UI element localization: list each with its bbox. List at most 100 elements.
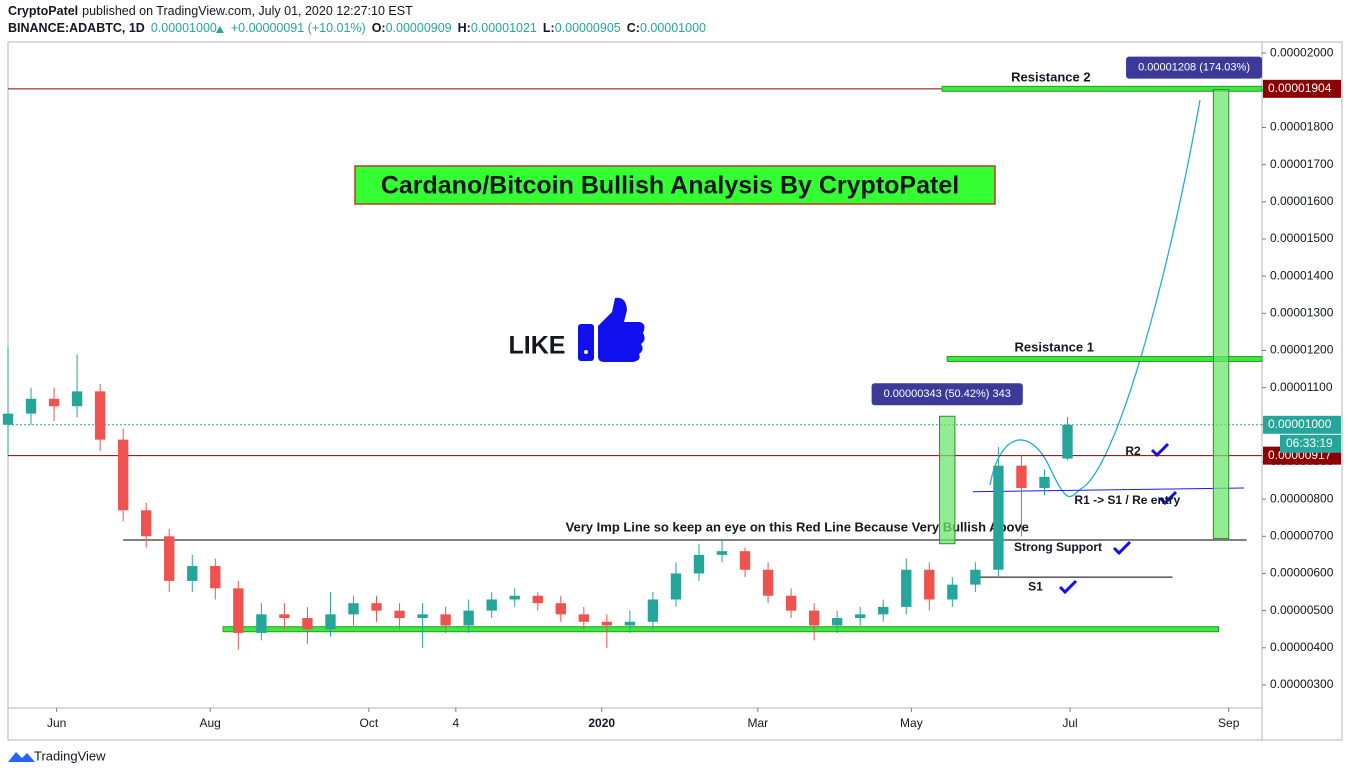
candle-body (993, 465, 1004, 570)
published: published on TradingView.com, July 01, 2… (82, 4, 413, 18)
candle-body (509, 595, 520, 600)
like-text: LIKE (509, 332, 566, 360)
candle-body (302, 618, 313, 630)
price-badge (1263, 415, 1341, 434)
measure-label: 0.00001208 (174.03%) (1138, 61, 1250, 73)
price-axis (1261, 41, 1343, 741)
y-tick-label: 0.00000500 (1270, 603, 1334, 617)
ohlc-key: O: (372, 21, 386, 35)
measure-range (1212, 89, 1230, 540)
candle-body (970, 569, 981, 585)
candle-body (947, 584, 958, 600)
x-tick-label: Mar (748, 716, 769, 730)
candle-body (624, 621, 636, 626)
candle-body (1016, 465, 1027, 488)
footer-logo (8, 752, 35, 762)
zone-label: Resistance 2 (1011, 69, 1091, 84)
candle-body (2, 413, 14, 425)
candle-body (878, 606, 889, 615)
x-tick-label: May (900, 716, 923, 730)
candle-body (555, 603, 566, 615)
candle-body (1062, 424, 1073, 459)
zone-bar (946, 356, 1263, 363)
measure-range (939, 415, 956, 545)
trend-label: Very Imp Line so keep an eye on this Red… (566, 519, 1029, 534)
candle-body (371, 603, 382, 611)
candle-body (348, 603, 359, 615)
x-tick-label: Oct (360, 716, 379, 730)
candle-body (463, 610, 474, 626)
candle-body (1039, 476, 1050, 488)
footer-brand: TradingView (34, 748, 106, 763)
candle-body (394, 610, 405, 619)
candle-body (210, 566, 221, 589)
candle-body (279, 614, 290, 619)
measure-label-box (871, 383, 1023, 406)
ohlc-value: 0.00000905 (555, 21, 621, 35)
candle-body (325, 614, 336, 630)
y-tick-label: 0.00001800 (1270, 120, 1334, 134)
y-tick-label: 0.00000800 (1270, 491, 1334, 505)
x-tick-label: Jul (1062, 716, 1077, 730)
plot-frame (7, 41, 1263, 709)
candle-body (164, 536, 175, 581)
change: +0.00000091 (+10.01%) (231, 21, 366, 35)
y-tick-label: 0.00002000 (1270, 45, 1334, 59)
header-line: CryptoPatel published on TradingView.com,… (8, 4, 413, 18)
y-tick-label: 0.00001100 (1270, 380, 1333, 394)
candle-body (739, 551, 751, 570)
zone-bar (222, 626, 1219, 633)
measure-label: 0.00000343 (50.42%) 343 (884, 388, 1011, 400)
candle-body (762, 569, 774, 596)
ohlc-value: 0.00000909 (386, 21, 452, 35)
symbol: BINANCE:ADABTC, 1D (8, 21, 145, 35)
candle-body (94, 391, 106, 440)
y-tick-label: 0.00000700 (1270, 528, 1334, 542)
title-box (354, 165, 996, 205)
y-tick-label: 0.00001700 (1270, 157, 1334, 171)
trend-label: S1 (1028, 579, 1043, 593)
countdown-badge (1280, 434, 1341, 453)
x-tick-label: Aug (199, 716, 220, 730)
candle-body (855, 614, 866, 619)
candle-body (256, 614, 267, 633)
candle-body (71, 391, 83, 407)
candle-body (578, 614, 589, 622)
projection-curve (989, 99, 1201, 498)
header-line: BINANCE:ADABTC, 1D 0.00001000 +0.00000091 … (8, 21, 706, 35)
change-arrow (215, 26, 224, 33)
candle-body (924, 569, 935, 600)
candle-body (48, 398, 60, 407)
y-tick-label: 0.00000600 (1270, 566, 1334, 580)
y-tick-label: 0.00001500 (1270, 231, 1334, 245)
y-tick-label: 0.00001200 (1270, 343, 1334, 357)
trend-line (972, 487, 1245, 493)
zone-label: Resistance 1 (1014, 339, 1094, 354)
candle-body (532, 595, 543, 604)
note: Strong Support (1014, 540, 1102, 554)
thumbs-up-icon (578, 297, 645, 362)
ohlc-value: 0.00001000 (640, 21, 706, 35)
price-badge-label: 0.00001000 (1268, 417, 1332, 431)
check-marks (1058, 442, 1178, 595)
note: R2 (1125, 444, 1141, 458)
x-tick-label: 2020 (588, 716, 615, 730)
y-tick-label: 0.00001400 (1270, 268, 1334, 282)
y-tick-label: 0.00000300 (1270, 677, 1334, 691)
candle-body (417, 614, 428, 619)
candle-body (486, 599, 497, 611)
price: 0.00001000 (151, 21, 217, 35)
candle-body (440, 614, 451, 626)
candle-body (117, 439, 129, 511)
ohlc-key: L: (543, 21, 555, 35)
y-tick-label: 0.00001600 (1270, 194, 1334, 208)
x-tick-label: Jun (47, 716, 66, 730)
candle-body (25, 398, 37, 414)
time-axis (7, 707, 1263, 741)
author: CryptoPatel (8, 4, 78, 18)
x-tick-label: 4 (453, 716, 460, 730)
candle-body (187, 566, 198, 581)
candle-body (647, 599, 659, 622)
